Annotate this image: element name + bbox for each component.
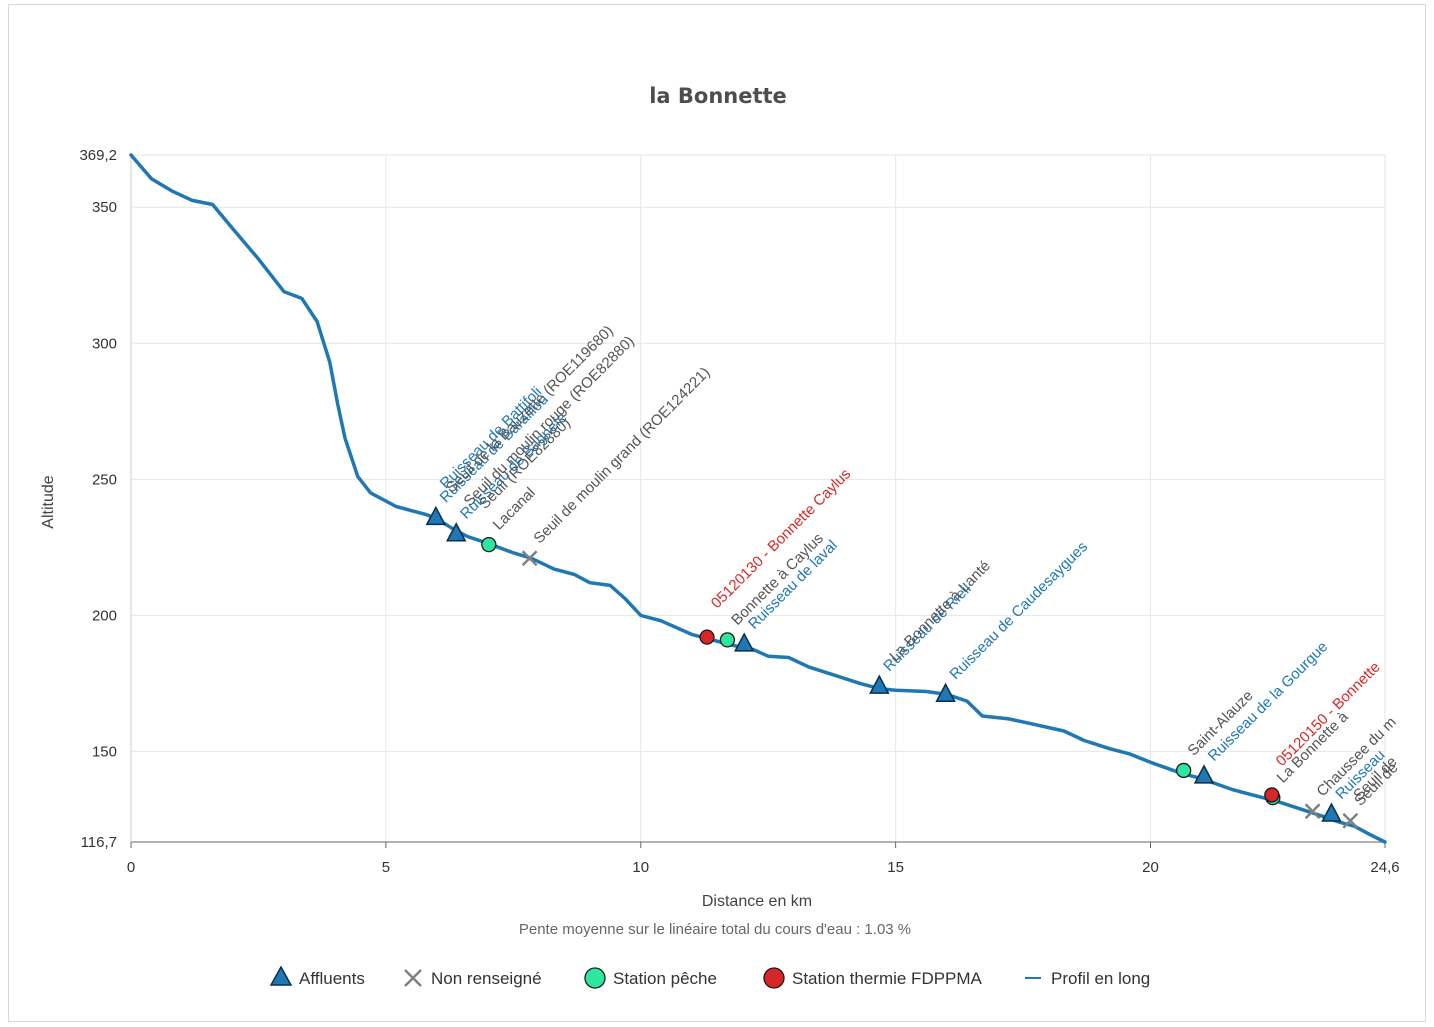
grid-lines — [131, 154, 1386, 842]
y-tick-label: 150 — [92, 743, 117, 760]
chart-subtitle: Pente moyenne sur le linéaire total du c… — [519, 921, 911, 938]
x-tick-label: 5 — [382, 859, 390, 876]
x-axis-title: Distance en km — [702, 893, 812, 910]
axes: 0 5 10 15 20 24,6 116,7 150 200 250 300 350 369,2 — [79, 147, 1399, 876]
marker-layer — [425, 505, 1359, 829]
affluent-marker — [869, 674, 890, 694]
y-tick-label: 350 — [92, 199, 117, 216]
affluent-marker — [1193, 764, 1215, 784]
affluent-marker — [733, 632, 755, 652]
legend-cross-icon — [404, 969, 422, 987]
non-renseigne-marker — [1304, 803, 1321, 820]
legend: Affluents Non renseigné Station pêche Stati… — [269, 965, 1150, 989]
annotation-label: Seuil du moulin rouge (ROE82880) — [461, 333, 638, 510]
x-tick-label: 0 — [127, 859, 135, 876]
y-tick-label: 369,2 — [79, 147, 117, 164]
y-tick-label: 250 — [92, 471, 117, 488]
affluent-marker — [935, 682, 956, 703]
station-thermie-marker — [1264, 787, 1280, 803]
legend-label: Profil en long — [1051, 969, 1150, 988]
x-tick-label: 20 — [1142, 859, 1159, 876]
station-peche-marker — [481, 536, 497, 553]
legend-affluent-icon — [269, 965, 293, 986]
x-tick-label: 24,6 — [1370, 859, 1399, 876]
legend-label: Station pêche — [613, 969, 717, 988]
y-tick-label: 300 — [92, 335, 117, 352]
y-axis-title: Altitude — [40, 475, 57, 528]
station-peche-marker — [719, 632, 736, 648]
non-renseigne-marker — [1342, 812, 1359, 829]
legend-label: Station thermie FDPPMA — [792, 969, 983, 988]
chart-title: la Bonnette — [649, 84, 787, 108]
y-tick-label: 116,7 — [81, 834, 117, 851]
annotation-label: Ruisseau de Caudesaygues — [946, 538, 1091, 683]
affluent-marker — [445, 522, 467, 542]
chart-frame: 0 5 10 15 20 24,6 116,7 150 200 250 300 350 369,2 Ru… — [8, 4, 1426, 1022]
legend-circle-icon — [584, 967, 606, 989]
affluent-marker — [425, 505, 447, 526]
legend-label: Affluents — [299, 969, 365, 988]
altitude-profile-chart: 0 5 10 15 20 24,6 116,7 150 200 250 300 350 369,2 Ru… — [40, 84, 1402, 989]
y-tick-label: 200 — [92, 607, 117, 624]
non-renseigne-marker — [521, 550, 538, 567]
legend-circle-icon — [763, 967, 785, 989]
x-tick-label: 15 — [887, 859, 904, 876]
station-peche-marker — [1175, 762, 1192, 779]
station-thermie-marker — [699, 629, 715, 645]
affluent-marker — [1321, 802, 1342, 822]
legend-label: Non renseigné — [431, 969, 542, 988]
x-tick-label: 10 — [632, 859, 649, 876]
